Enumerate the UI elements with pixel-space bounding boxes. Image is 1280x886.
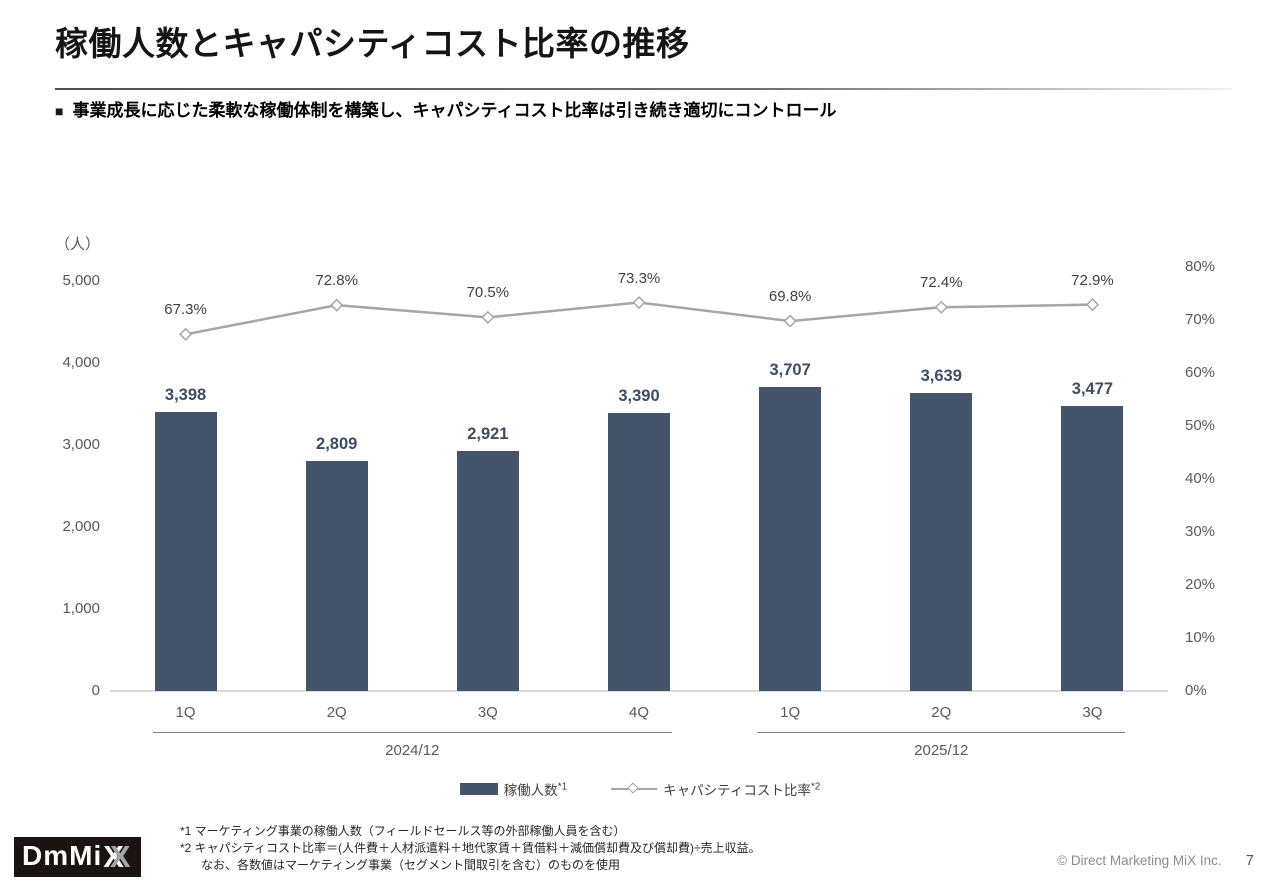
bar-4q-3 (608, 413, 670, 691)
right-axis-tick: 50% (1185, 417, 1216, 434)
bar-2q-5 (910, 392, 973, 691)
left-axis-unit-label: （人） (55, 236, 101, 253)
year-group-label: 2025/12 (914, 742, 969, 759)
left-axis-tick: 0 (91, 682, 100, 699)
line-value-label: 70.5% (466, 284, 510, 302)
x-axis-label: 3Q (1082, 704, 1103, 721)
left-axis-tick: 5,000 (62, 272, 100, 289)
legend-label: キャパシティコスト比率*2 (663, 781, 821, 799)
legend-label: 稼働人数*1 (503, 781, 568, 799)
line-value-label: 72.9% (1071, 271, 1114, 289)
copyright-text: © Direct Marketing MiX Inc. (1057, 853, 1222, 868)
year-group-line (152, 732, 672, 733)
left-axis-tick: 2,000 (62, 518, 100, 535)
footnote-2: *2 キャパシティコスト比率＝(人件費＋人材派遣料＋地代家賃＋賃借料＋減価償却費… (180, 840, 761, 855)
right-axis-tick: 20% (1185, 576, 1216, 593)
line-value-label: 72.8% (315, 272, 358, 290)
logo-x-white: X (103, 838, 124, 874)
chart-legend: 稼働人数*1 キャパシティコスト比率*2 (0, 779, 1280, 799)
slide-footer: © Direct Marketing MiX Inc. 7 (1057, 852, 1254, 869)
line-value-label: 67.3% (164, 301, 207, 319)
footnotes: *1 マーケティング事業の稼働人数（フィールドセールス等の外部稼働人員を含む） … (180, 823, 761, 873)
bar-value-label: 2,809 (316, 434, 358, 453)
line-value-label: 69.8% (768, 288, 812, 306)
line-marker-diamond-icon (179, 327, 193, 341)
left-axis-tick: 3,000 (62, 436, 100, 453)
title-underline (55, 88, 1232, 90)
right-axis-tick: 40% (1185, 470, 1216, 487)
x-axis-label: 2Q (326, 704, 347, 721)
line-marker-diamond-icon (1085, 298, 1099, 312)
x-axis-label: 2Q (931, 704, 952, 721)
bar-value-label: 3,707 (769, 361, 811, 380)
logo-x-gray: X (109, 838, 131, 874)
bar-value-label: 3,390 (618, 387, 660, 406)
line-marker-diamond-icon (330, 298, 344, 312)
right-axis-tick: 60% (1185, 364, 1216, 381)
line-value-label: 72.4% (920, 274, 963, 292)
bar-value-label: 2,921 (467, 425, 509, 444)
logo-text: DmMi (22, 840, 103, 871)
x-axis-label: 1Q (780, 704, 801, 721)
right-axis-tick: 0% (1185, 682, 1207, 699)
left-axis-tick: 4,000 (62, 354, 100, 371)
x-axis-label: 1Q (175, 704, 196, 721)
line-value-label: 73.3% (617, 269, 661, 287)
x-axis-label: 4Q (628, 704, 649, 721)
right-axis-tick: 80% (1185, 258, 1216, 275)
right-axis-tick: 10% (1185, 629, 1216, 646)
legend-item-headcount: 稼働人数*1 (459, 779, 568, 799)
bar-value-label: 3,398 (164, 386, 207, 405)
line-marker-diamond-icon (783, 314, 797, 328)
bar-value-label: 3,639 (920, 366, 962, 385)
line-marker-diamond-icon (934, 300, 948, 314)
footnote-2-continued: なお、各数値はマーケティング事業（セグメント間取引を含む）のものを使用 (201, 857, 621, 872)
line-marker-diamond-icon (481, 310, 495, 324)
page-title: 稼働人数とキャパシティコスト比率の推移 (55, 25, 690, 62)
bar-1q-4 (759, 387, 822, 691)
x-axis-line (110, 690, 1168, 692)
bar-swatch-icon (459, 783, 498, 795)
bar-1q-0 (154, 412, 217, 691)
year-group-line (757, 732, 1126, 733)
year-group-label: 2024/12 (385, 742, 440, 759)
bullet-square-icon: ■ (55, 103, 64, 119)
page-number: 7 (1245, 852, 1254, 869)
footnote-1: *1 マーケティング事業の稼働人数（フィールドセールス等の外部稼働人員を含む） (180, 824, 626, 838)
line-diamond-swatch-icon (611, 782, 658, 795)
x-axis-label: 3Q (477, 704, 498, 721)
bar-value-label: 3,477 (1071, 379, 1114, 398)
bar-3q-6 (1061, 405, 1124, 691)
left-axis-tick: 1,000 (62, 600, 100, 617)
key-message-text: 事業成長に応じた柔軟な稼働体制を構築し、キャパシティコスト比率は引き続き適切にコ… (72, 101, 837, 120)
bar-3q-2 (456, 451, 519, 691)
key-message: ■ 事業成長に応じた柔軟な稼働体制を構築し、キャパシティコスト比率は引き続き適切… (55, 100, 836, 122)
right-axis-tick: 70% (1185, 311, 1216, 328)
bar-2q-1 (305, 460, 368, 691)
right-axis-tick: 30% (1185, 523, 1216, 540)
line-marker-diamond-icon (632, 295, 646, 310)
legend-item-capacity-cost-ratio: キャパシティコスト比率*2 (611, 779, 820, 799)
company-logo: DmMi X X (14, 837, 141, 877)
